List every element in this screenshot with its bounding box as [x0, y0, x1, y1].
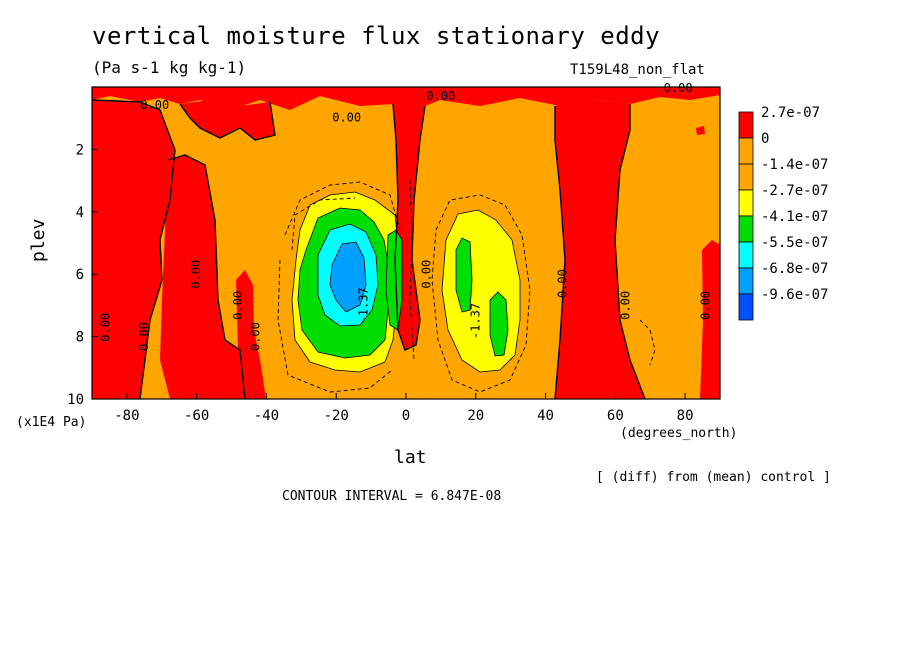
x-tick-label: 60	[607, 408, 624, 424]
x-axis-label: lat	[394, 447, 427, 468]
colorbar-label: 2.7e-07	[761, 105, 820, 121]
x-tick-label: -40	[254, 408, 279, 424]
y-axis-unit: (x1E4 Pa)	[16, 415, 87, 430]
region-neg-south-blue	[329, 241, 367, 313]
x-axis: -80 -60 -40 -20 0 20 40 60 80	[114, 393, 694, 424]
colorbar-swatch	[738, 111, 754, 139]
region-positive-top-right-dot	[696, 126, 705, 135]
contour-label: 0.00	[98, 313, 112, 342]
region-positive-45s-column	[236, 270, 266, 399]
colorbar-swatch	[738, 189, 754, 217]
contour-label: 0.00	[140, 98, 169, 112]
x-tick-label: 20	[467, 408, 484, 424]
contour-label: 0.00	[137, 322, 151, 351]
colorbar-label: -9.6e-07	[761, 287, 828, 303]
region-positive-top	[92, 87, 720, 110]
colorbar-swatch	[738, 215, 754, 243]
y-tick-label: 10	[67, 392, 84, 408]
x-tick-label: -20	[324, 408, 349, 424]
contour-label: 0.00	[419, 260, 433, 289]
region-neg-north-green-b	[489, 291, 509, 357]
contour-label: 0.00	[699, 291, 713, 320]
region-neg-north-green-a	[455, 237, 473, 313]
diff-note: [ (diff) from (mean) control ]	[596, 470, 831, 485]
x-tick-label: -60	[184, 408, 209, 424]
contour-label: 0.00	[664, 81, 693, 95]
colorbar: 2.7e-07 0 -1.4e-07 -2.7e-07 -4.1e-07 -5.5e-07…	[738, 105, 828, 321]
y-axis: 2 4 6 8 10	[67, 142, 98, 408]
colorbar-swatch	[738, 241, 754, 269]
contour-label: 0.00	[231, 291, 245, 320]
y-tick-label: 2	[76, 142, 84, 158]
colorbar-label: -6.8e-07	[761, 261, 828, 277]
contour-label: -1.37	[357, 287, 371, 323]
region-positive-sp-band	[92, 100, 175, 399]
colorbar-swatch	[738, 267, 754, 295]
contour-label: 0.00	[332, 111, 361, 125]
contour-label: 0.00	[556, 269, 570, 298]
zero-contours	[92, 99, 646, 399]
colorbar-label: -4.1e-07	[761, 209, 828, 225]
colorbar-label: -1.4e-07	[761, 157, 828, 173]
x-axis-unit: (degrees_north)	[620, 426, 738, 441]
colorbar-label: 0	[761, 131, 769, 147]
contour-interval: CONTOUR INTERVAL = 6.847E-08	[282, 489, 502, 504]
contour-label: 0.00	[189, 260, 203, 289]
colorbar-swatch	[738, 163, 754, 191]
chart-units: (Pa s-1 kg kg-1)	[92, 58, 247, 77]
x-tick-label: 40	[537, 408, 554, 424]
plot-area	[92, 87, 720, 399]
x-tick-label: 0	[402, 408, 410, 424]
y-tick-label: 4	[76, 205, 84, 221]
contour-labels: 0.000.000.000.000.00 0.000.000.000.000.00…	[98, 81, 712, 351]
x-tick-label: 80	[677, 408, 694, 424]
y-tick-label: 8	[76, 330, 84, 346]
region-positive-south-blob	[180, 100, 275, 140]
colorbar-label: -5.5e-07	[761, 235, 828, 251]
colorbar-swatch	[738, 293, 754, 321]
contour-label: 0.00	[426, 89, 455, 103]
region-positive-80n-strip	[700, 240, 720, 399]
y-tick-label: 6	[76, 267, 84, 283]
contour-label: 0.00	[618, 291, 632, 320]
chart-title: vertical moisture flux stationary eddy	[92, 22, 661, 50]
x-tick-label: -80	[114, 408, 139, 424]
colorbar-label: -2.7e-07	[761, 183, 828, 199]
region-positive-60s-column	[160, 155, 245, 399]
contour-label: 0.00	[248, 322, 262, 351]
contour-label: -1.37	[468, 303, 482, 339]
colorbar-swatch	[738, 137, 754, 165]
negative-contours	[277, 179, 656, 393]
region-positive-60n-column	[555, 100, 645, 399]
run-name: T159L48_non_flat	[570, 62, 705, 78]
